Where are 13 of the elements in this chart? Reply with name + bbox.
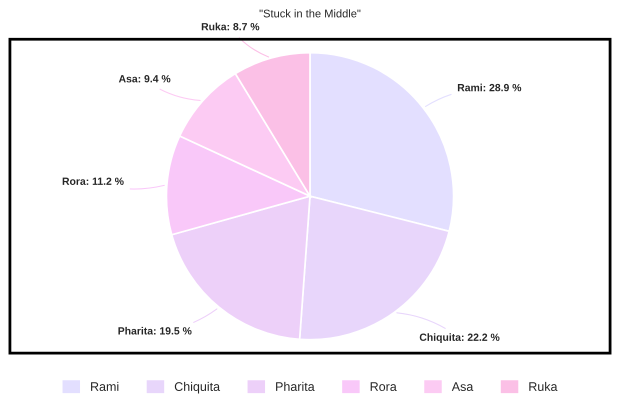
- legend-label: Chiquita: [174, 382, 220, 394]
- chart-title: "Stuck in the Middle": [260, 9, 360, 18]
- legend-label: Rami: [91, 382, 118, 392]
- legend-label: Asa: [452, 382, 474, 392]
- data-label: Ruka: 8.7 %: [202, 22, 260, 30]
- legend-label: Ruka: [529, 382, 558, 392]
- data-label: Pharita: 19.5 %: [118, 326, 192, 335]
- data-label: Asa: 9.4 %: [118, 75, 170, 82]
- legend-label: Pharita: [276, 382, 315, 392]
- legend-label: Rora: [370, 382, 397, 392]
- data-label: Rora: 11.2 %: [62, 178, 124, 185]
- data-label: Chiquita: 22.2 %: [420, 333, 500, 343]
- data-label: Rami: 28.9 %: [458, 84, 522, 92]
